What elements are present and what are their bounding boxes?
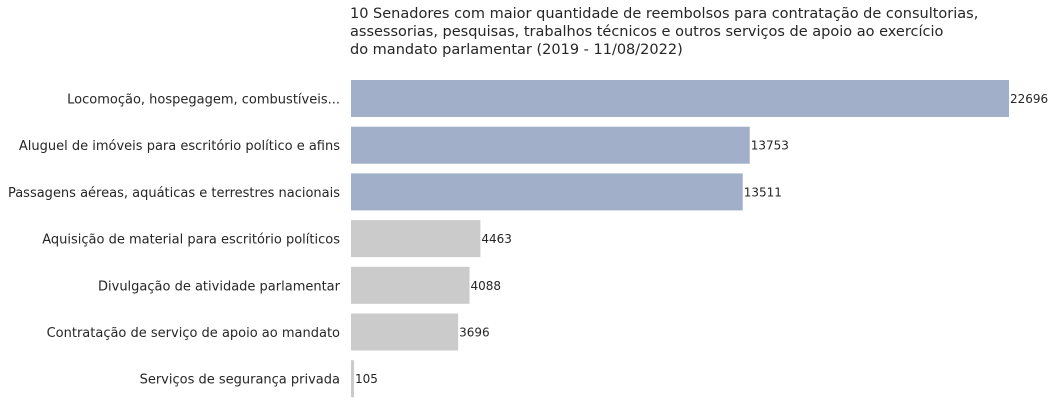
bars-group: [351, 80, 1009, 398]
bar-4: [351, 220, 481, 258]
value-label-7: 105: [355, 372, 378, 386]
value-labels-group: 22696 13753 13511 4463 4088 3696 105: [355, 92, 1048, 386]
category-label-3: Passagens aéreas, aquáticas e terrestres…: [8, 186, 340, 201]
bar-2: [351, 126, 750, 164]
category-label-1: Locomoção, hospegagem, combustíveis...: [67, 93, 340, 108]
value-label-3: 13511: [744, 185, 782, 199]
category-label-6: Contratação de serviço de apoio ao manda…: [47, 326, 340, 341]
value-label-4: 4463: [481, 232, 512, 246]
chart-title: 10 Senadores com maior quantidade de ree…: [350, 6, 979, 58]
bar-5: [351, 266, 470, 304]
value-label-6: 3696: [459, 326, 490, 340]
bar-7: [351, 360, 355, 398]
value-label-2: 13753: [751, 139, 789, 153]
bar-3: [351, 173, 743, 211]
category-labels-group: Locomoção, hospegagem, combustíveis... Al…: [8, 93, 341, 388]
value-label-5: 4088: [471, 279, 502, 293]
category-label-2: Aluguel de imóveis para escritório polít…: [19, 139, 340, 154]
bar-6: [351, 313, 459, 351]
category-label-4: Aquisição de material para escritório po…: [42, 233, 340, 248]
value-label-1: 22696: [1010, 92, 1048, 106]
category-label-5: Divulgação de atividade parlamentar: [98, 279, 341, 294]
category-label-7: Serviços de segurança privada: [140, 373, 340, 388]
bar-1: [351, 80, 1009, 117]
